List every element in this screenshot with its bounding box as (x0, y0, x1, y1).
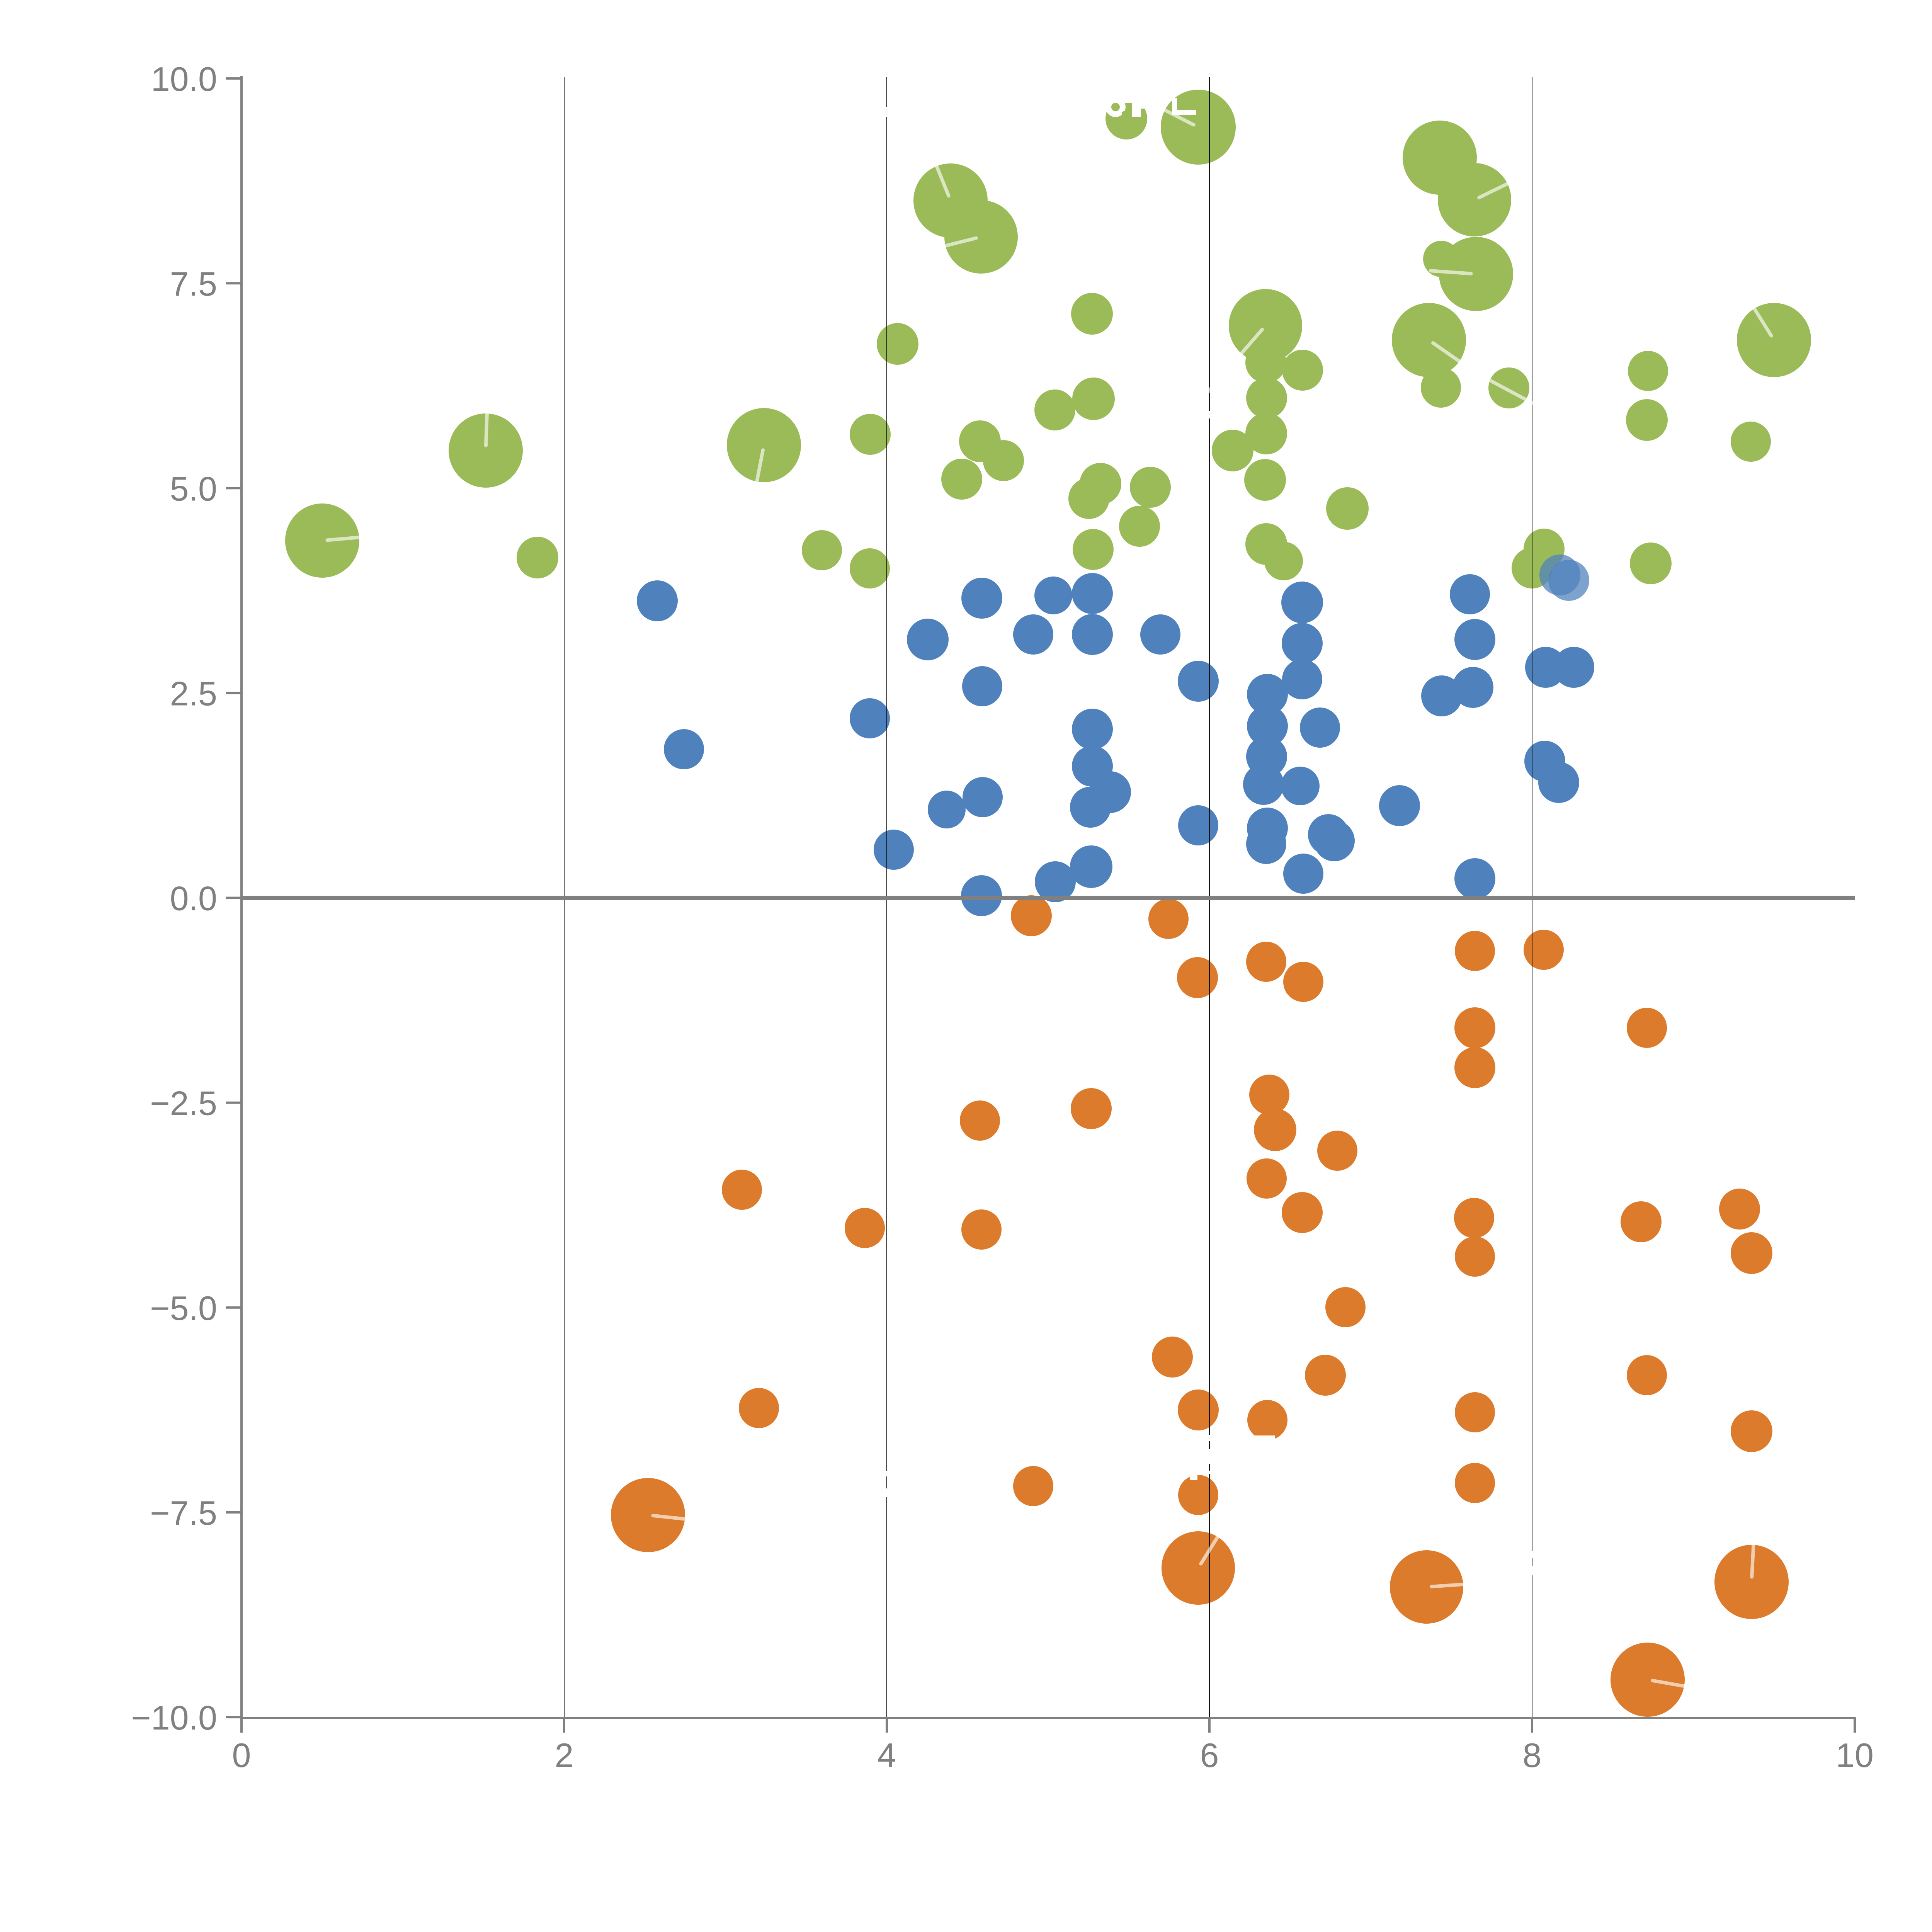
svg-text:6: 6 (1200, 1736, 1219, 1774)
svg-text:4: 4 (878, 1736, 896, 1774)
svg-text:−5.0: −5.0 (150, 1289, 217, 1327)
svg-text:2: 2 (555, 1736, 574, 1774)
svg-text:10: 10 (1836, 1736, 1874, 1774)
svg-text:0: 0 (232, 1736, 251, 1774)
svg-text:10.0: 10.0 (151, 60, 217, 98)
svg-text:7.5: 7.5 (170, 265, 217, 303)
svg-text:−2.5: −2.5 (150, 1084, 217, 1122)
svg-text:8: 8 (1523, 1736, 1542, 1774)
svg-text:2.5: 2.5 (170, 675, 217, 713)
svg-text:−10.0: −10.0 (131, 1699, 217, 1737)
svg-text:0.0: 0.0 (170, 879, 217, 918)
svg-text:−7.5: −7.5 (150, 1494, 217, 1532)
svg-text:5.0: 5.0 (170, 469, 217, 508)
